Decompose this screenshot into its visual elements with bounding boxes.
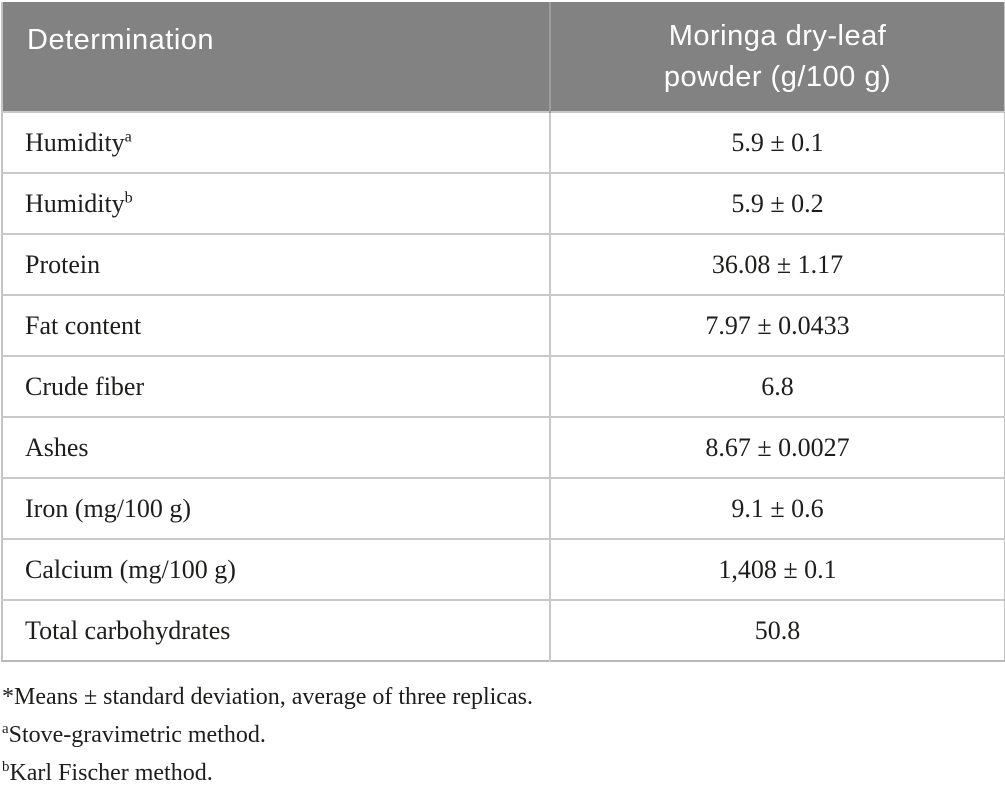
column-header-determination: Determination [2,2,551,112]
row-label: Ashes [2,416,551,478]
footnote-karl-fischer: bKarl Fischer method. [2,754,1002,792]
row-value: 1,408 ± 0.1 [550,538,1005,600]
row-label-text: Iron (mg/100 g) [25,493,192,523]
row-label-text: Calcium (mg/100 g) [25,554,236,584]
row-label: Protein [2,233,551,295]
footnote-means: *Means ± standard deviation, average of … [2,678,1002,716]
footnote-marker: * [2,684,14,710]
row-label: Total carbohydrates [2,599,551,661]
table-row: Iron (mg/100 g) 9.1 ± 0.6 [2,477,1005,539]
row-label: Fat content [2,294,551,356]
row-label-text: Ashes [25,432,89,462]
table-body: Humiditya 5.9 ± 0.1 Humidityb 5.9 ± 0.2 … [2,111,1005,661]
table-row: Fat content 7.97 ± 0.0433 [2,294,1005,356]
row-label: Iron (mg/100 g) [2,477,551,539]
column-header-value: Moringa dry-leaf powder (g/100 g) [550,2,1005,112]
table-row: Crude fiber 6.8 [2,355,1005,417]
row-value: 5.9 ± 0.1 [550,111,1005,173]
row-value: 8.67 ± 0.0027 [550,416,1005,478]
row-label-superscript: b [124,188,133,206]
column-header-value-label: Moringa dry-leaf powder (g/100 g) [663,20,892,93]
table-row: Humidityb 5.9 ± 0.2 [2,172,1005,234]
composition-table-wrap: Determination Moringa dry-leaf powder (g… [1,2,1005,662]
footnote-marker: a [2,721,9,737]
row-label: Humiditya [2,111,551,173]
row-label-text: Total carbohydrates [25,615,231,645]
row-value: 6.8 [550,355,1005,417]
footnote-text: Means ± standard deviation, average of t… [14,684,533,710]
row-label-superscript: a [124,127,132,145]
footnote-marker: b [2,759,10,775]
row-label-text: Humidity [25,188,125,218]
table-row: Calcium (mg/100 g) 1,408 ± 0.1 [2,538,1005,600]
row-label-text: Humidity [25,127,125,157]
footnote-text: Stove-gravimetric method. [8,722,266,748]
table-row: Ashes 8.67 ± 0.0027 [2,416,1005,478]
table-header: Determination Moringa dry-leaf powder (g… [2,2,1005,112]
table-row: Protein 36.08 ± 1.17 [2,233,1005,295]
row-label: Humidityb [2,172,551,234]
table-row: Humiditya 5.9 ± 0.1 [2,111,1005,173]
footnote-stove-gravimetric: aStove-gravimetric method. [2,716,1002,754]
row-label: Crude fiber [2,355,551,417]
table-footnotes: *Means ± standard deviation, average of … [2,678,1002,792]
row-label: Calcium (mg/100 g) [2,538,551,600]
table-row: Total carbohydrates 50.8 [2,599,1005,661]
row-label-text: Protein [25,249,101,279]
row-value: 50.8 [550,599,1005,661]
row-value: 9.1 ± 0.6 [550,477,1005,539]
footnote-text: Karl Fischer method. [9,760,213,786]
row-label-text: Crude fiber [25,371,145,401]
row-value: 5.9 ± 0.2 [550,172,1005,234]
row-label-text: Fat content [25,310,142,340]
row-value: 36.08 ± 1.17 [550,233,1005,295]
row-value: 7.97 ± 0.0433 [550,294,1005,356]
composition-table: Determination Moringa dry-leaf powder (g… [1,2,1005,662]
header-row: Determination Moringa dry-leaf powder (g… [2,2,1005,112]
